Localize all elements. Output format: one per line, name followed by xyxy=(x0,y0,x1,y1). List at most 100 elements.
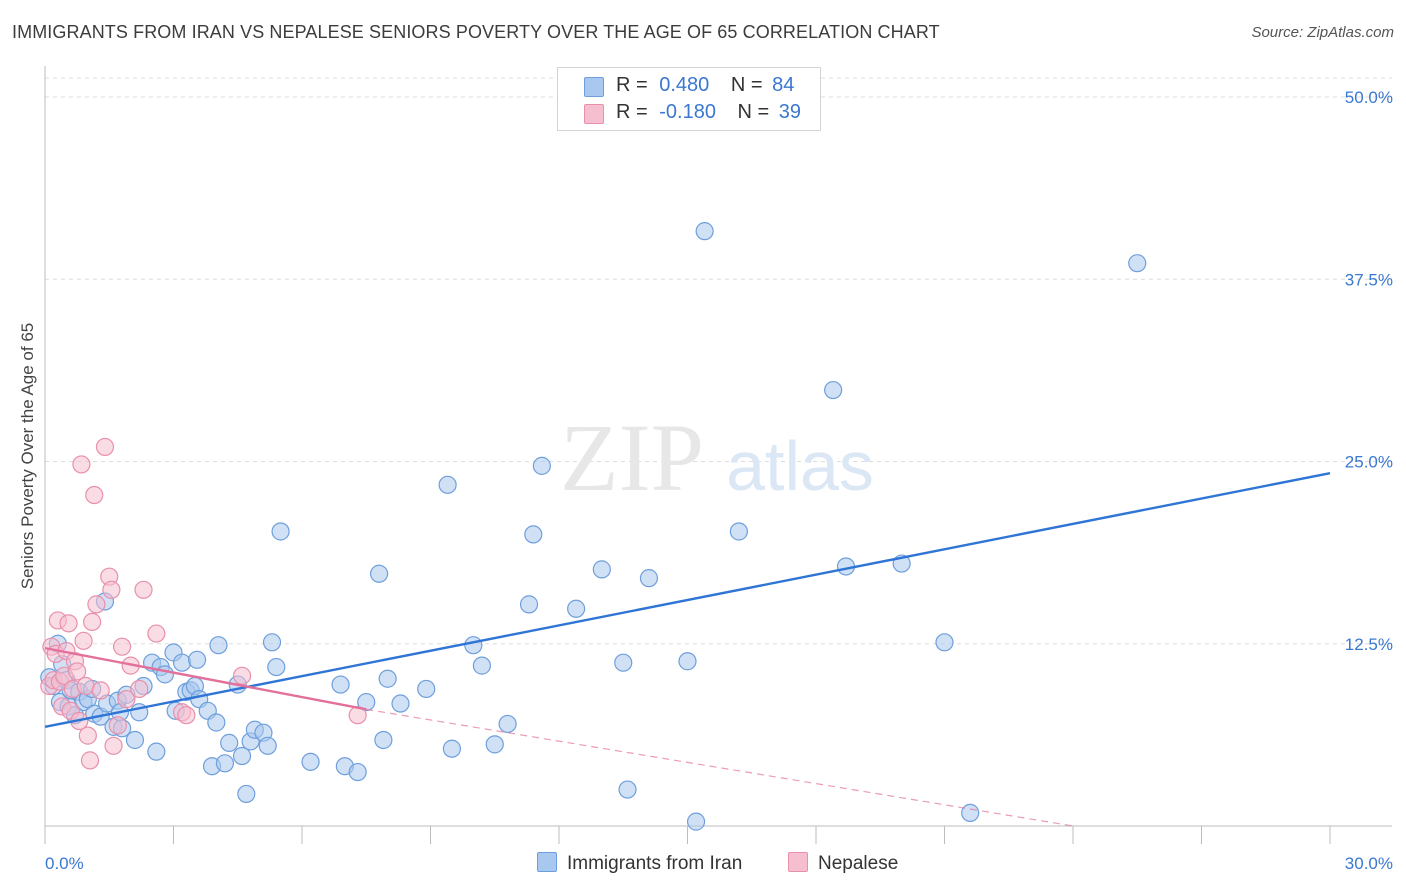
legend-swatch-nepalese xyxy=(584,104,604,124)
y-tick-label: 50.0% xyxy=(1345,88,1393,107)
data-point xyxy=(72,455,91,474)
data-point xyxy=(935,633,954,652)
bottom-legend-label-nepalese: Nepalese xyxy=(818,853,899,874)
data-point xyxy=(301,752,320,771)
data-point xyxy=(134,580,153,599)
data-point xyxy=(91,681,110,700)
legend-r-value: -0.180 xyxy=(659,101,716,123)
tick-labels: 12.5% 25.0% 37.5% 50.0% 0.0% 30.0% xyxy=(45,88,1393,873)
data-point xyxy=(117,690,136,709)
x-tick-label: 0.0% xyxy=(45,854,84,873)
bottom-legend-label-iran: Immigrants from Iran xyxy=(567,853,743,874)
series-nepalese xyxy=(40,437,367,770)
y-axis-label: Seniors Poverty Over the Age of 65 xyxy=(18,322,37,590)
data-point xyxy=(472,656,491,675)
data-point xyxy=(485,735,504,754)
bottom-legend-swatch-nepalese xyxy=(788,852,808,872)
data-point xyxy=(59,614,78,633)
data-point xyxy=(87,595,106,614)
data-point xyxy=(1128,254,1147,273)
gridlines xyxy=(45,77,1392,645)
data-point xyxy=(85,485,104,505)
bottom-legend-swatch-iran xyxy=(537,852,557,872)
data-point xyxy=(83,612,102,631)
data-point xyxy=(76,676,95,696)
data-point xyxy=(125,730,145,750)
bottom-legend-nepalese: Nepalese xyxy=(788,852,898,875)
data-point xyxy=(348,762,367,782)
data-point xyxy=(232,746,252,766)
data-point xyxy=(112,637,132,656)
data-point xyxy=(824,380,843,400)
legend-n-label: N = xyxy=(737,101,770,123)
data-point xyxy=(438,475,457,494)
data-point xyxy=(147,742,166,761)
data-point xyxy=(147,624,166,643)
data-point xyxy=(524,525,543,544)
data-point xyxy=(695,222,714,241)
series-iran xyxy=(40,222,1147,831)
data-point xyxy=(331,675,350,694)
data-points xyxy=(40,222,1147,831)
data-point xyxy=(209,636,228,655)
watermark: ZIP atlas xyxy=(560,404,874,511)
trend-line-iran xyxy=(44,471,1331,729)
data-point xyxy=(232,666,252,685)
legend-r-value: 0.480 xyxy=(659,74,710,96)
data-point xyxy=(74,631,93,650)
legend-r-label: R = xyxy=(616,101,648,123)
correlation-legend: R = 0.480 N = 84 R = -0.180 N = 39 xyxy=(557,67,821,131)
data-point xyxy=(567,599,586,618)
y-tick-label: 37.5% xyxy=(1345,270,1393,289)
data-point xyxy=(961,803,980,822)
data-point xyxy=(357,692,376,712)
data-point xyxy=(172,653,192,672)
legend-swatch-iran xyxy=(584,77,604,97)
data-point xyxy=(532,456,551,475)
data-point xyxy=(262,633,282,652)
bottom-legend-iran: Immigrants from Iran xyxy=(537,852,742,875)
data-point xyxy=(729,522,749,541)
x-tick-label: 30.0% xyxy=(1345,854,1393,873)
data-point xyxy=(215,754,234,773)
data-point xyxy=(614,653,633,672)
data-point xyxy=(258,736,277,755)
data-point xyxy=(378,669,397,688)
data-point xyxy=(78,726,97,745)
data-point xyxy=(271,522,290,541)
data-point xyxy=(592,560,611,579)
chart-title: IMMIGRANTS FROM IRAN VS NEPALESE SENIORS… xyxy=(12,22,940,42)
legend-n-value: 39 xyxy=(778,101,802,123)
data-point xyxy=(464,636,483,655)
legend-r-label: R = xyxy=(616,74,648,96)
watermark-zip: ZIP xyxy=(560,404,704,511)
data-point xyxy=(108,716,127,735)
data-point xyxy=(68,662,87,681)
trend-line-nepalese xyxy=(44,646,367,711)
data-point xyxy=(177,706,196,725)
data-point xyxy=(267,657,286,677)
legend-n-label: N = xyxy=(730,74,763,96)
data-point xyxy=(237,784,256,804)
data-point xyxy=(498,714,517,734)
data-point xyxy=(187,650,207,669)
data-point xyxy=(220,733,239,752)
data-point xyxy=(391,694,410,713)
data-point xyxy=(207,713,226,732)
data-point xyxy=(618,780,637,799)
data-point xyxy=(519,595,539,614)
data-point xyxy=(417,679,436,699)
data-point xyxy=(104,736,123,755)
data-point xyxy=(80,751,100,770)
data-point xyxy=(130,679,149,699)
axes xyxy=(44,66,1392,844)
y-tick-label: 25.0% xyxy=(1345,453,1393,472)
trend-lines xyxy=(44,471,1331,827)
data-point xyxy=(442,739,462,758)
data-point xyxy=(374,730,393,750)
data-point xyxy=(102,580,121,599)
data-point xyxy=(686,812,706,831)
data-point xyxy=(678,652,697,671)
data-point xyxy=(639,569,659,588)
